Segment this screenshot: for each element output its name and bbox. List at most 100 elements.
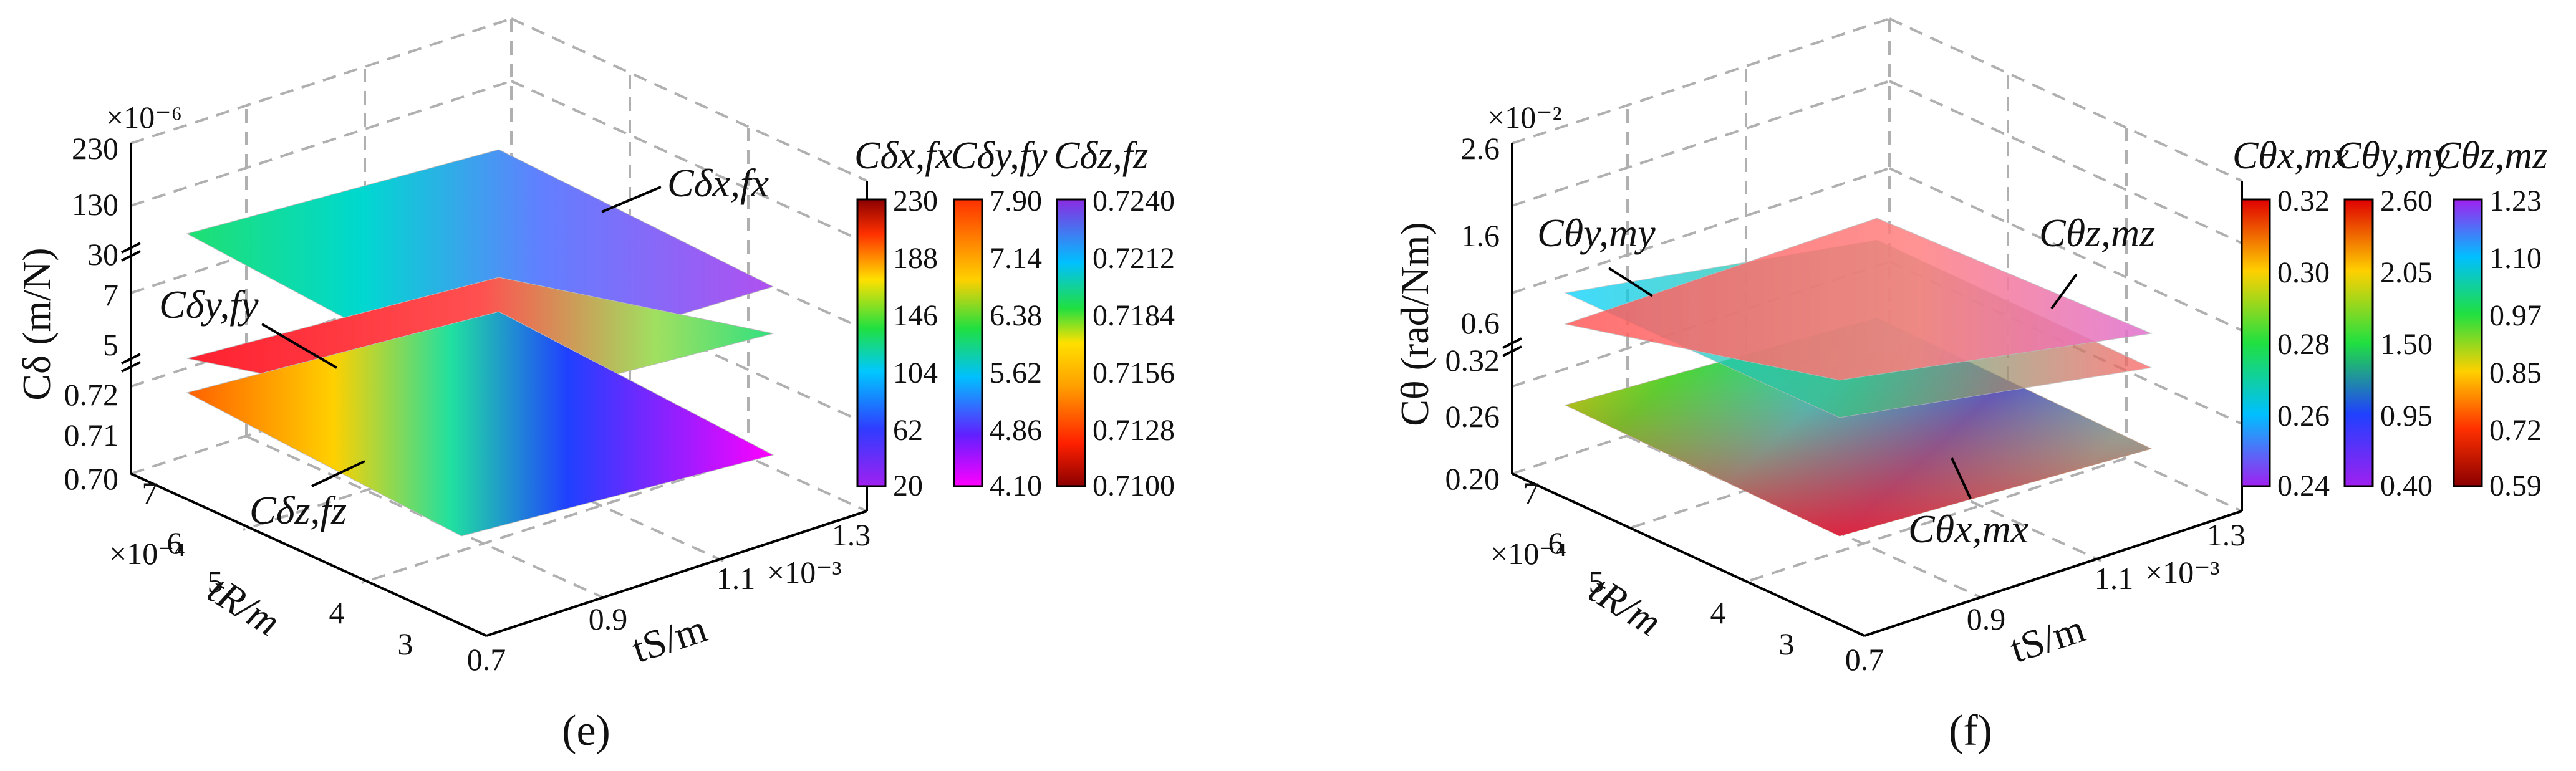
z-tick: 1.6	[1461, 218, 1500, 253]
x-tick: 3	[1779, 626, 1795, 661]
z-tick: 0.26	[1445, 399, 1500, 434]
panel-f: Cθy,my Cθz,mz Cθx,mx 2.6 1.6 0.6 0.32 0.…	[1392, 17, 2547, 755]
y-tick: 0.9	[1967, 601, 2006, 636]
z-tick: 0.71	[64, 418, 119, 453]
z-tick: 130	[72, 187, 118, 222]
y-tick: 1.1	[716, 561, 756, 596]
colorbar-tick: 7.14	[990, 242, 1042, 275]
surface-cdz-fz	[186, 311, 774, 537]
colorbar-cdy-fy: Cδy,fy 7.90 7.14 6.38 5.62 4.86 4.10	[951, 135, 1048, 502]
panel-e: Cδx,fx Cδy,fy Cδz,fz 230 130 30 7 5 0.72…	[14, 17, 1175, 755]
colorbar-tick: 4.10	[990, 469, 1042, 502]
colorbar-tick: 0.7240	[1093, 184, 1175, 218]
colorbar-tick: 0.7212	[1093, 242, 1175, 275]
z-axis-label: Cθ (rad/Nm)	[1392, 222, 1437, 426]
y-tick: 0.7	[1845, 642, 1884, 677]
surface-label-cdy-fy: Cδy,fy	[159, 282, 259, 327]
colorbar-tick: 7.90	[990, 184, 1042, 218]
colorbar-tick: 104	[893, 357, 938, 390]
y-tick: 0.9	[589, 601, 628, 636]
colorbar-tick: 0.7128	[1093, 414, 1175, 447]
surface-ctz-mz	[1564, 218, 2153, 381]
z-axis-label: Cδ (m/N)	[14, 247, 59, 400]
z-tick: 5	[103, 327, 118, 362]
colorbar-tick: 1.50	[2380, 328, 2433, 361]
colorbar-tick: 0.7184	[1093, 299, 1175, 332]
colorbar-tick: 0.85	[2489, 357, 2542, 390]
colorbar-title: Cδx,fx	[854, 135, 953, 177]
colorbar-tick: 230	[893, 184, 938, 218]
z-tick: 0.32	[1445, 343, 1500, 378]
z-tick: 230	[72, 131, 118, 166]
colorbar-tick: 0.24	[2277, 469, 2330, 502]
colorbar-ctx-mx: Cθx,mx 0.32 0.30 0.28 0.26 0.24	[2232, 135, 2350, 502]
y-axis-label: tS/m	[627, 606, 712, 671]
z-tick: 0.70	[64, 461, 119, 496]
colorbar-tick: 0.7156	[1093, 357, 1175, 390]
colorbar-cdz-fz: Cδz,fz 0.7240 0.7212 0.7184 0.7156 0.712…	[1054, 135, 1175, 502]
panel-label-e: (e)	[562, 707, 610, 755]
colorbar-tick: 0.28	[2277, 328, 2330, 361]
y-scale: ×10⁻³	[2145, 555, 2220, 590]
x-tick: 7	[1523, 476, 1539, 510]
x-tick: 4	[329, 595, 345, 630]
z-tick: 30	[87, 237, 118, 272]
colorbar-cdx-fx: Cδx,fx 230 188 146 104 62 20	[854, 135, 953, 502]
x-tick: 4	[1710, 595, 1726, 630]
colorbar-tick: 5.62	[990, 357, 1042, 390]
x-tick: 5	[208, 564, 223, 599]
colorbar-tick: 20	[893, 469, 923, 502]
z-tick: 0.72	[64, 377, 119, 412]
x-tick: 6	[167, 525, 183, 560]
y-tick: 1.1	[2095, 561, 2134, 596]
panel-label-f: (f)	[1949, 707, 1992, 755]
colorbar-ctz-mz: Cθz,mz 1.23 1.10 0.97 0.85 0.72 0.59	[2435, 135, 2547, 502]
z-tick: 7	[103, 277, 118, 312]
y-tick: 0.7	[467, 642, 506, 677]
surface-ctx-mx-shade	[1565, 318, 2151, 536]
colorbar-tick: 0.7100	[1093, 469, 1175, 502]
x-tick: 3	[398, 626, 413, 661]
colorbar-tick: 62	[893, 414, 923, 447]
colorbar-tick: 6.38	[990, 299, 1042, 332]
x-scale: ×10⁻⁴	[109, 536, 185, 571]
z-scale: ×10⁻⁶	[106, 100, 182, 135]
z-tick: 0.6	[1461, 305, 1500, 340]
colorbar-tick: 1.10	[2489, 242, 2542, 275]
colorbar-tick: 0.95	[2380, 400, 2433, 433]
colorbar-tick: 2.05	[2380, 256, 2433, 289]
colorbar-tick: 0.97	[2489, 299, 2542, 332]
colorbar-tick: 0.72	[2489, 414, 2542, 447]
y-scale: ×10⁻³	[767, 555, 842, 590]
x-tick: 7	[142, 476, 158, 510]
surface-label-ctz-mz: Cθz,mz	[2039, 211, 2155, 255]
colorbar-tick: 0.40	[2380, 469, 2433, 502]
colorbar-tick: 0.26	[2277, 400, 2330, 433]
colorbar-cty-my: Cθy,my 2.60 2.05 1.50 0.95 0.40	[2335, 135, 2450, 502]
colorbar-tick: 0.59	[2489, 469, 2542, 502]
surface-label-cdx-fx: Cδx,fx	[667, 161, 769, 205]
colorbar-tick: 0.32	[2277, 184, 2330, 218]
x-tick: 5	[1589, 564, 1604, 599]
z-tick: 0.20	[1445, 461, 1500, 496]
colorbar-tick: 188	[893, 242, 938, 275]
colorbar-title: Cθy,my	[2335, 135, 2450, 177]
colorbar-tick: 4.86	[990, 414, 1042, 447]
y-tick: 1.3	[832, 517, 871, 552]
y-tick: 1.3	[2207, 517, 2246, 552]
surface-label-cty-my: Cθy,my	[1537, 211, 1656, 255]
surface-label-ctx-mx: Cθx,mx	[1908, 507, 2028, 551]
x-tick: 6	[1548, 525, 1564, 560]
colorbar-tick: 1.23	[2489, 184, 2542, 218]
y-axis-label: tS/m	[2005, 606, 2090, 671]
colorbar-title: Cδy,fy	[951, 135, 1048, 177]
x-scale: ×10⁻⁴	[1490, 536, 1566, 571]
colorbar-title: Cθx,mx	[2232, 135, 2350, 177]
colorbar-title: Cδz,fz	[1054, 135, 1148, 177]
colorbar-title: Cθz,mz	[2435, 135, 2547, 177]
colorbar-tick: 2.60	[2380, 184, 2433, 218]
surface-label-cdz-fz: Cδz,fz	[249, 488, 347, 532]
colorbar-tick: 0.30	[2277, 256, 2330, 289]
z-tick: 2.6	[1461, 131, 1500, 166]
